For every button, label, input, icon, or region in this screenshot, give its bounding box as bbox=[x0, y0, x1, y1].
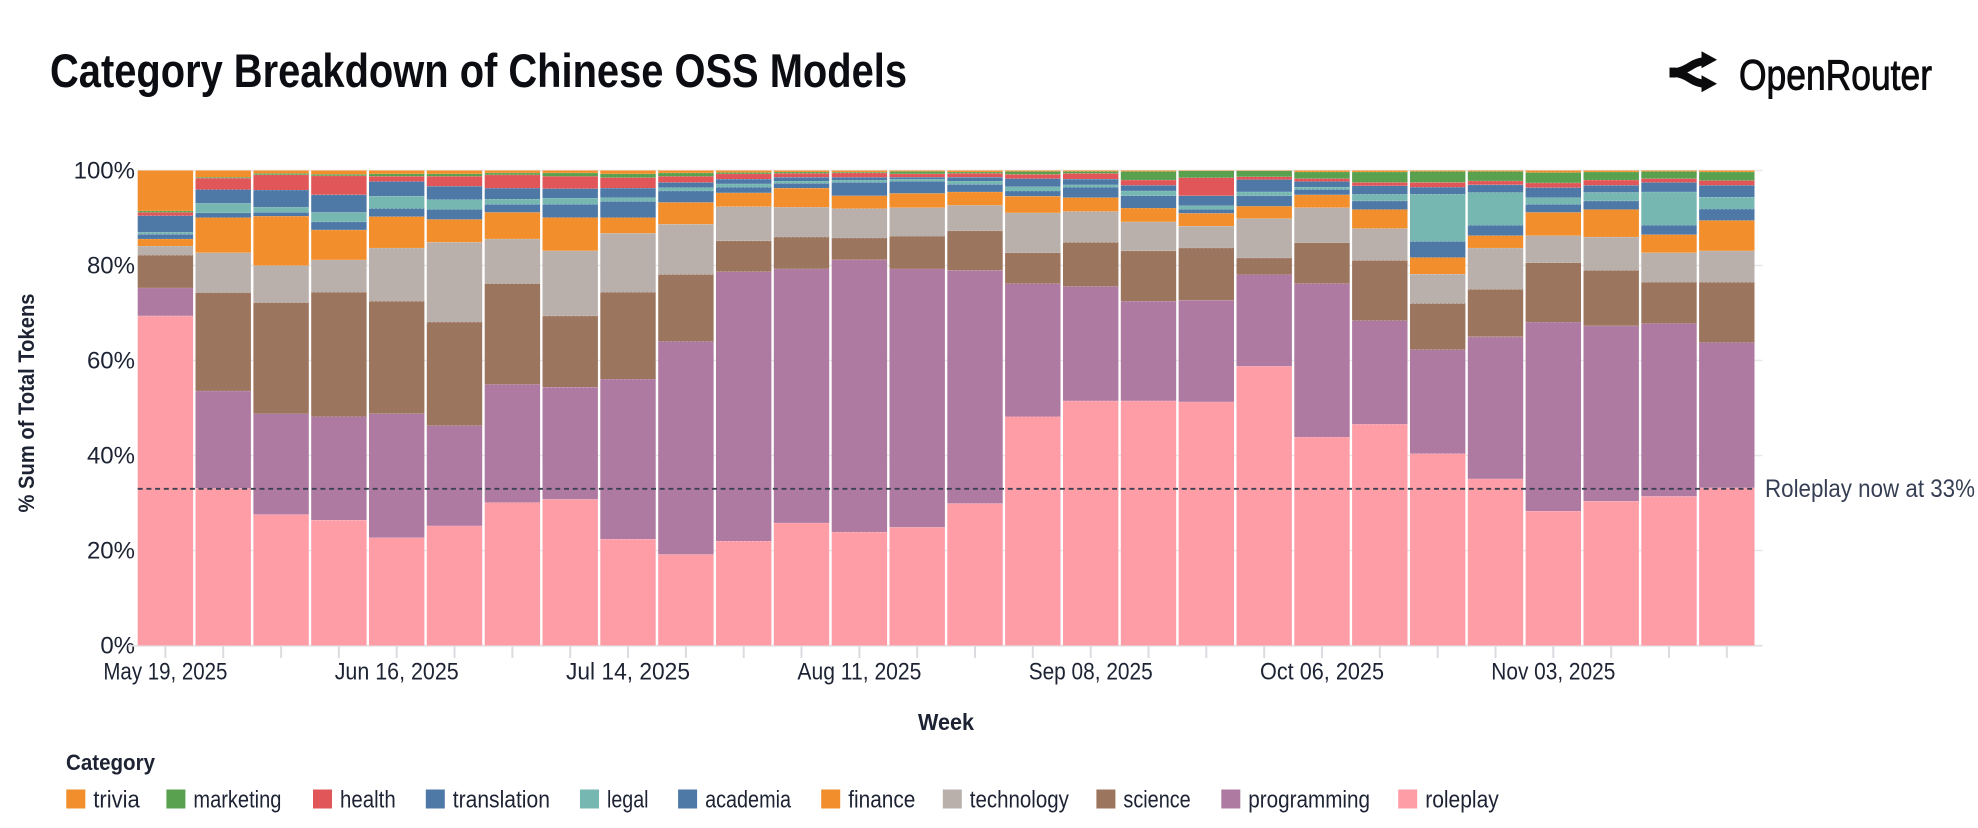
svg-text:legal: legal bbox=[607, 787, 649, 814]
svg-text:roleplay: roleplay bbox=[1425, 787, 1499, 814]
svg-text:translation: translation bbox=[453, 787, 550, 814]
svg-text:May 19, 2025: May 19, 2025 bbox=[103, 659, 227, 686]
svg-text:finance: finance bbox=[848, 787, 915, 814]
svg-text:% Sum of Total Tokens: % Sum of Total Tokens bbox=[14, 294, 39, 513]
svg-text:20%: 20% bbox=[87, 538, 135, 565]
svg-text:health: health bbox=[340, 787, 396, 814]
svg-text:Aug 11, 2025: Aug 11, 2025 bbox=[797, 659, 921, 686]
svg-text:trivia: trivia bbox=[93, 787, 140, 814]
svg-text:Category: Category bbox=[66, 750, 155, 775]
svg-text:academia: academia bbox=[705, 787, 791, 814]
svg-text:100%: 100% bbox=[74, 158, 135, 185]
svg-text:programming: programming bbox=[1248, 787, 1370, 814]
svg-text:Jul 14, 2025: Jul 14, 2025 bbox=[566, 659, 690, 686]
svg-text:Week: Week bbox=[918, 709, 974, 735]
svg-text:Nov 03, 2025: Nov 03, 2025 bbox=[1491, 659, 1615, 686]
svg-text:80%: 80% bbox=[87, 253, 135, 280]
svg-text:science: science bbox=[1123, 787, 1190, 814]
svg-text:Oct 06, 2025: Oct 06, 2025 bbox=[1260, 659, 1384, 686]
svg-text:40%: 40% bbox=[87, 443, 135, 470]
svg-text:technology: technology bbox=[970, 787, 1069, 814]
svg-text:Category Breakdown of Chinese: Category Breakdown of Chinese OSS Models bbox=[50, 44, 907, 97]
svg-text:marketing: marketing bbox=[193, 787, 281, 814]
svg-text:Jun 16, 2025: Jun 16, 2025 bbox=[335, 659, 459, 686]
svg-text:60%: 60% bbox=[87, 348, 135, 375]
svg-text:OpenRouter: OpenRouter bbox=[1739, 52, 1932, 100]
svg-text:Roleplay now at 33%: Roleplay now at 33% bbox=[1765, 475, 1975, 503]
svg-text:Sep 08, 2025: Sep 08, 2025 bbox=[1029, 659, 1153, 686]
